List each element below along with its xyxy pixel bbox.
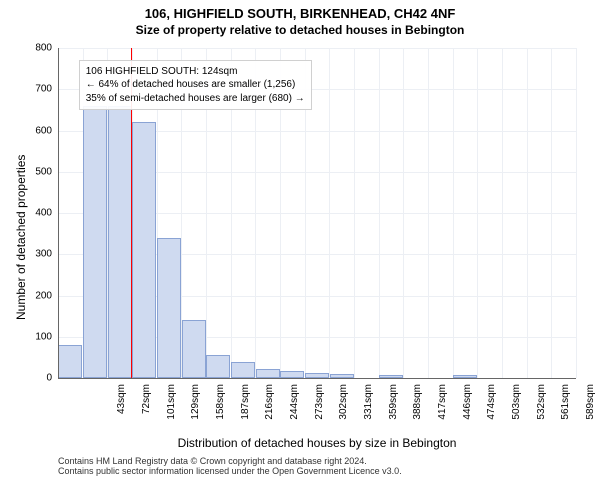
y-tick-label: 500 — [22, 166, 52, 177]
grid-vertical — [354, 48, 355, 378]
y-tick-label: 200 — [22, 290, 52, 301]
histogram-bar — [58, 345, 82, 378]
x-tick-label: 589sqm — [585, 384, 596, 434]
histogram-bar — [206, 355, 230, 378]
y-tick-label: 300 — [22, 249, 52, 260]
x-tick-label: 101sqm — [166, 384, 177, 434]
grid-vertical — [403, 48, 404, 378]
annotation-line: ← 64% of detached houses are smaller (1,… — [86, 78, 305, 92]
grid-vertical — [502, 48, 503, 378]
histogram-bar — [182, 320, 206, 378]
chart-subtitle: Size of property relative to detached ho… — [0, 21, 600, 41]
grid-vertical — [329, 48, 330, 378]
y-tick-label: 400 — [22, 208, 52, 219]
histogram-bar — [108, 106, 132, 378]
y-tick-label: 600 — [22, 125, 52, 136]
histogram-bar — [280, 371, 304, 378]
y-tick-label: 700 — [22, 84, 52, 95]
annotation-line: 106 HIGHFIELD SOUTH: 124sqm — [86, 65, 305, 79]
annotation-box: 106 HIGHFIELD SOUTH: 124sqm← 64% of deta… — [79, 60, 312, 111]
x-tick-label: 474sqm — [486, 384, 497, 434]
x-tick-label: 503sqm — [511, 384, 522, 434]
x-axis-label: Distribution of detached houses by size … — [58, 436, 576, 450]
x-axis — [58, 378, 576, 379]
y-tick-label: 800 — [22, 43, 52, 54]
grid-vertical — [477, 48, 478, 378]
x-tick-label: 129sqm — [190, 384, 201, 434]
y-tick-label: 0 — [22, 373, 52, 384]
x-tick-label: 273sqm — [314, 384, 325, 434]
x-tick-label: 331sqm — [363, 384, 374, 434]
grid-vertical — [428, 48, 429, 378]
chart-title: 106, HIGHFIELD SOUTH, BIRKENHEAD, CH42 4… — [0, 0, 600, 21]
x-tick-label: 388sqm — [412, 384, 423, 434]
grid-vertical — [453, 48, 454, 378]
attribution-text: Contains HM Land Registry data © Crown c… — [58, 456, 402, 476]
x-tick-label: 532sqm — [536, 384, 547, 434]
x-tick-label: 216sqm — [264, 384, 275, 434]
x-tick-label: 446sqm — [462, 384, 473, 434]
grid-vertical — [576, 48, 577, 378]
y-tick-label: 100 — [22, 331, 52, 342]
histogram-bar — [83, 106, 107, 378]
x-tick-label: 417sqm — [437, 384, 448, 434]
grid-vertical — [527, 48, 528, 378]
x-tick-label: 244sqm — [289, 384, 300, 434]
grid-vertical — [379, 48, 380, 378]
grid-vertical — [551, 48, 552, 378]
histogram-bar — [256, 369, 280, 378]
chart-container: 106, HIGHFIELD SOUTH, BIRKENHEAD, CH42 4… — [0, 0, 600, 500]
x-tick-label: 359sqm — [388, 384, 399, 434]
annotation-line: 35% of semi-detached houses are larger (… — [86, 92, 305, 106]
x-tick-label: 72sqm — [141, 384, 152, 434]
x-tick-label: 302sqm — [338, 384, 349, 434]
x-tick-label: 158sqm — [215, 384, 226, 434]
histogram-bar — [132, 122, 156, 378]
plot-area: 010020030040050060070080043sqm72sqm101sq… — [58, 48, 576, 378]
y-axis — [58, 48, 59, 378]
histogram-bar — [231, 362, 255, 379]
x-tick-label: 187sqm — [240, 384, 251, 434]
x-tick-label: 561sqm — [560, 384, 571, 434]
histogram-bar — [157, 238, 181, 378]
x-tick-label: 43sqm — [116, 384, 127, 434]
grid-horizontal — [58, 48, 576, 49]
